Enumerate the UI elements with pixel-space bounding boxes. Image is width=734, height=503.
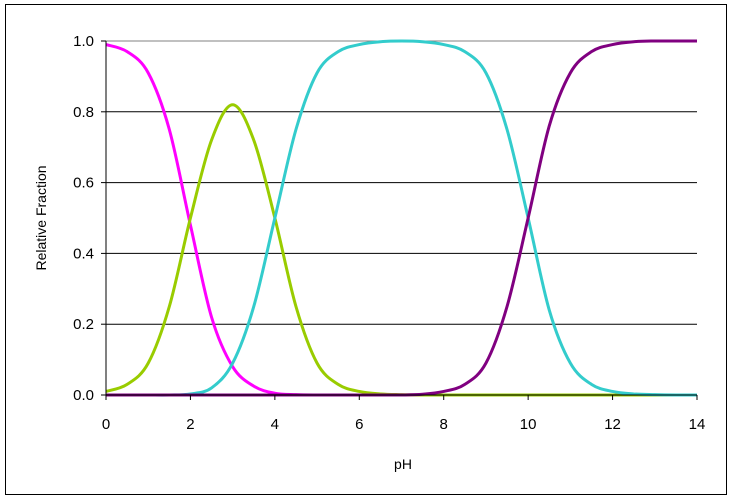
x-tick-label: 0: [102, 416, 110, 433]
y-tick-label: 0.8: [73, 104, 94, 121]
gridlines: [106, 40, 697, 325]
y-axis-label: Relative Fraction: [33, 165, 49, 270]
series-line-1: [105, 43, 697, 397]
x-tick-label: 14: [689, 416, 706, 433]
x-tick-label: 12: [604, 416, 621, 433]
y-tick-label: 0.6: [73, 175, 94, 192]
series-group: [105, 39, 698, 397]
y-tick-label: 0.2: [73, 316, 94, 333]
chart-frame: [5, 4, 727, 495]
tick-labels: 0.0 0.2 0.4 0.6 0.8 1.0 0 2 4 6 8 10 12 14: [73, 33, 705, 433]
y-tick-label: 0.4: [73, 245, 94, 262]
y-tick-label: 0.0: [73, 387, 94, 404]
x-tick-label: 6: [355, 416, 363, 433]
x-tick-label: 2: [186, 416, 194, 433]
series-line-4: [105, 39, 697, 397]
x-tick-label: 4: [271, 416, 279, 433]
x-tick-label: 10: [520, 416, 537, 433]
x-tick-label: 8: [440, 416, 448, 433]
axes: [101, 40, 698, 400]
y-tick-label: 1.0: [73, 33, 94, 50]
x-axis-label: pH: [394, 456, 412, 472]
series-line-3: [105, 39, 698, 397]
